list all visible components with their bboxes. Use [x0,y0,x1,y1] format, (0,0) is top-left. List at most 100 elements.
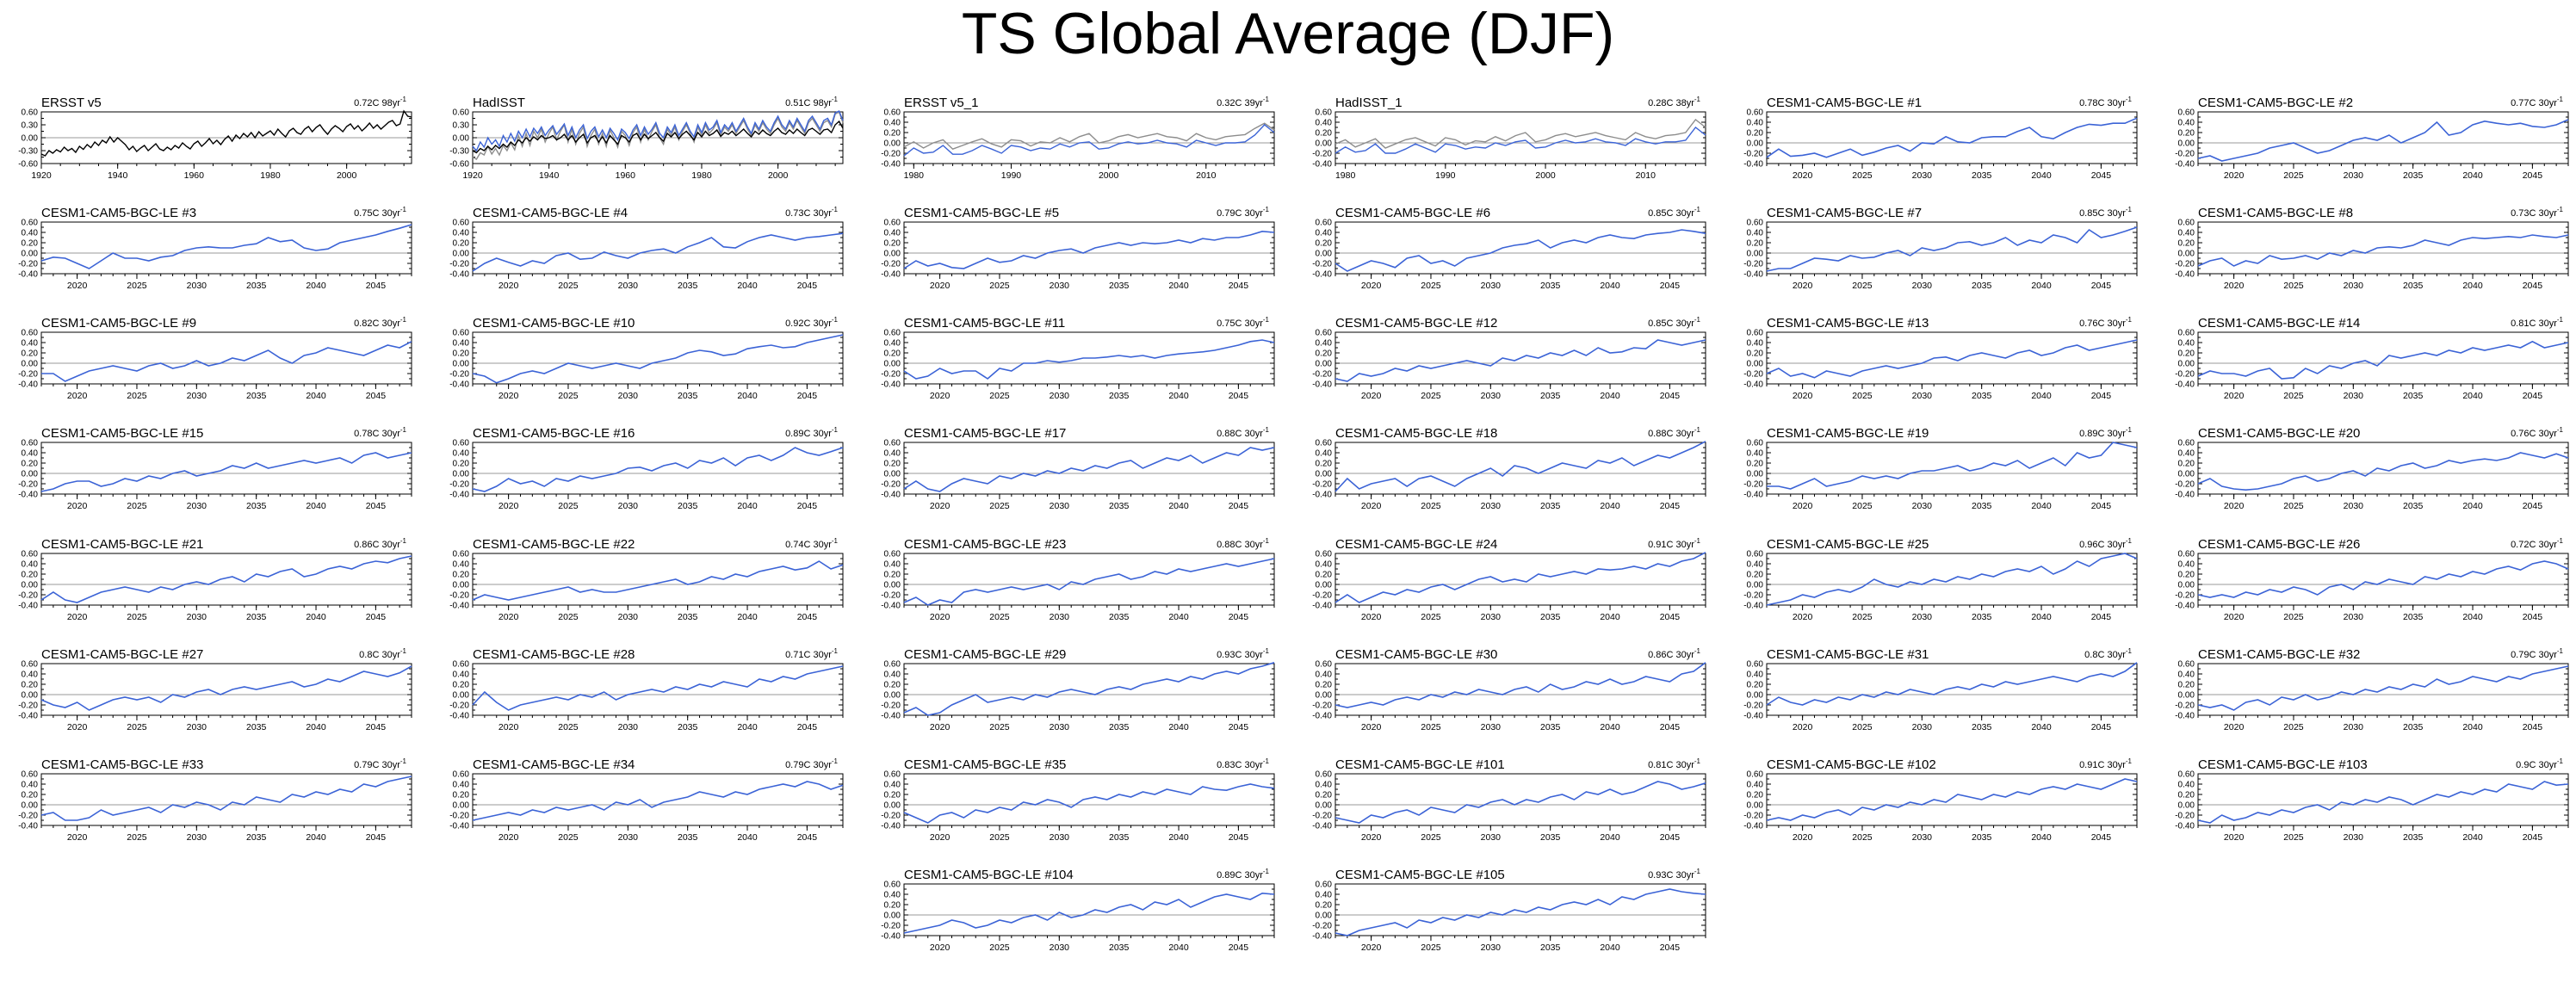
x-tick-label: 2040 [2031,612,2052,622]
panel-svg: CESM1-CAM5-BGC-LE #6 0.85C 30yr-1 0.600.40… [1312,206,1706,291]
x-tick-label: 1920 [462,170,483,181]
trend-label: 0.79C 30yr-1 [354,757,406,770]
x-tick-label: 2045 [1660,942,1681,953]
y-tick-label: 0.60 [2178,660,2195,670]
x-tick-label: 2040 [1168,942,1189,953]
x-tick-label: 2035 [2403,281,2424,291]
trend-label: 0.9C 30yr-1 [2516,757,2563,770]
x-tick-label: 2030 [187,832,207,843]
series-line [903,662,1275,716]
y-tick-label: -0.40 [2175,270,2195,280]
y-tick-label: -0.40 [881,932,901,942]
y-tick-label: 0.20 [884,239,901,249]
series-line [2197,119,2569,162]
y-tick-label: 0.40 [1747,781,1764,790]
x-tick-label: 2035 [678,281,698,291]
y-tick-label: 0.00 [1747,581,1764,590]
plot-frame [1766,442,2138,495]
trend-label: 0.71C 30yr-1 [785,647,838,660]
x-tick-label: 2010 [1636,170,1656,181]
chart-panel: CESM1-CAM5-BGC-LE #8 0.73C 30yr-1 0.60 0.40… [2157,203,2569,298]
x-tick-label: 2035 [1540,942,1561,953]
x-tick-label: 2045 [366,501,387,511]
y-tick-label: 0.60 [1316,770,1333,780]
y-tick-label: 0.20 [453,571,470,580]
plot-frame [1334,773,1706,826]
series-line [472,665,844,711]
x-tick-label: 2045 [1229,612,1249,622]
x-tick-label: 2035 [2403,501,2424,511]
x-tick-label: 1920 [31,170,52,181]
panel-title: CESM1-CAM5-BGC-LE #33 [41,757,203,772]
x-tick-label: 2045 [797,832,818,843]
y-tick-label: 0.00 [453,581,470,590]
x-tick-label: 2025 [1421,612,1441,622]
trend-label: 0.82C 30yr-1 [354,316,406,329]
x-tick-label: 2035 [2403,722,2424,732]
y-tick-label: 0.40 [2178,229,2195,238]
y-tick-label: -0.40 [18,270,38,280]
x-tick-label: 2025 [989,501,1010,511]
y-tick-label: 0.00 [884,470,901,479]
y-tick-label: -0.20 [18,260,38,269]
y-tick-label: 0.00 [884,801,901,811]
chart-panel: CESM1-CAM5-BGC-LE #101 0.81C 30yr-1 0.60 0.… [1294,755,1706,850]
panel-svg: CESM1-CAM5-BGC-LE #2 0.77C 30yr-1 0.600.40… [2175,96,2569,181]
plot-frame [40,663,412,716]
x-tick-label: 2030 [618,501,639,511]
y-tick-label: 0.40 [1316,119,1333,128]
y-tick-label: 0.20 [453,681,470,690]
y-tick-label: -0.20 [1312,370,1332,380]
panel-title: CESM1-CAM5-BGC-LE #13 [1767,316,1929,331]
y-tick-label: 0.40 [884,119,901,128]
chart-panel: CESM1-CAM5-BGC-LE #3 0.75C 30yr-1 0.60 0.40… [0,203,412,298]
y-tick-label: 0.00 [884,912,901,921]
x-tick-label: 2035 [246,391,267,401]
panel-title: CESM1-CAM5-BGC-LE #101 [1335,757,1505,772]
y-tick-label: 0.20 [1747,791,1764,800]
plot-frame [40,773,412,826]
y-tick-label: -0.40 [449,602,469,611]
trend-label: 0.92C 30yr-1 [785,316,838,329]
y-tick-label: 0.00 [1316,691,1333,701]
y-tick-label: 0.40 [22,781,39,790]
trend-label: 0.85C 30yr-1 [1648,206,1700,219]
x-tick-label: 2025 [1421,281,1441,291]
y-tick-label: 0.00 [453,250,470,259]
panel-title: CESM1-CAM5-BGC-LE #2 [2198,96,2353,110]
y-tick-label: -0.60 [449,160,469,170]
y-tick-label: 0.00 [22,134,39,144]
y-tick-label: 0.40 [1316,560,1333,570]
x-tick-label: 2045 [366,281,387,291]
panel-svg: CESM1-CAM5-BGC-LE #104 0.89C 30yr-10.600.… [881,868,1275,953]
y-tick-label: 0.40 [2178,119,2195,128]
x-tick-label: 2020 [930,391,951,401]
y-tick-label: 0.40 [1747,449,1764,459]
x-tick-label: 2030 [1912,722,1933,732]
y-tick-label: -0.40 [881,712,901,721]
y-tick-label: -0.40 [881,822,901,831]
x-tick-label: 2045 [1660,391,1681,401]
panel-svg: CESM1-CAM5-BGC-LE #8 0.73C 30yr-1 0.600.40… [2175,206,2569,291]
x-tick-label: 2035 [678,391,698,401]
x-tick-label: 2020 [2224,170,2245,181]
trend-label: 0.76C 30yr-1 [2079,316,2132,329]
x-tick-label: 2035 [1109,281,1130,291]
panel-title: CESM1-CAM5-BGC-LE #29 [904,647,1066,662]
plot-frame [903,773,1275,826]
y-tick-label: 0.00 [1747,139,1764,149]
chart-panel: CESM1-CAM5-BGC-LE #27 0.8C 30yr-1 0.60 0.40… [0,645,412,739]
x-tick-label: 2045 [2091,501,2112,511]
chart-panel: CESM1-CAM5-BGC-LE #31 0.8C 30yr-1 0.60 0.40… [1725,645,2138,739]
x-tick-label: 2030 [618,391,639,401]
y-tick-label: -0.40 [18,602,38,611]
x-tick-label: 2040 [306,612,326,622]
panel-svg: CESM1-CAM5-BGC-LE #24 0.91C 30yr-1 0.600.4… [1312,537,1706,622]
chart-panel: CESM1-CAM5-BGC-LE #18 0.88C 30yr-1 0.60 0.4… [1294,423,1706,518]
x-tick-label: 2035 [2403,391,2424,401]
panel-title: CESM1-CAM5-BGC-LE #18 [1335,426,1497,441]
y-tick-label: -0.40 [2175,491,2195,500]
x-tick-label: 2020 [1793,722,1813,732]
x-tick-label: 2045 [2091,281,2112,291]
x-tick-label: 2020 [2224,832,2245,843]
